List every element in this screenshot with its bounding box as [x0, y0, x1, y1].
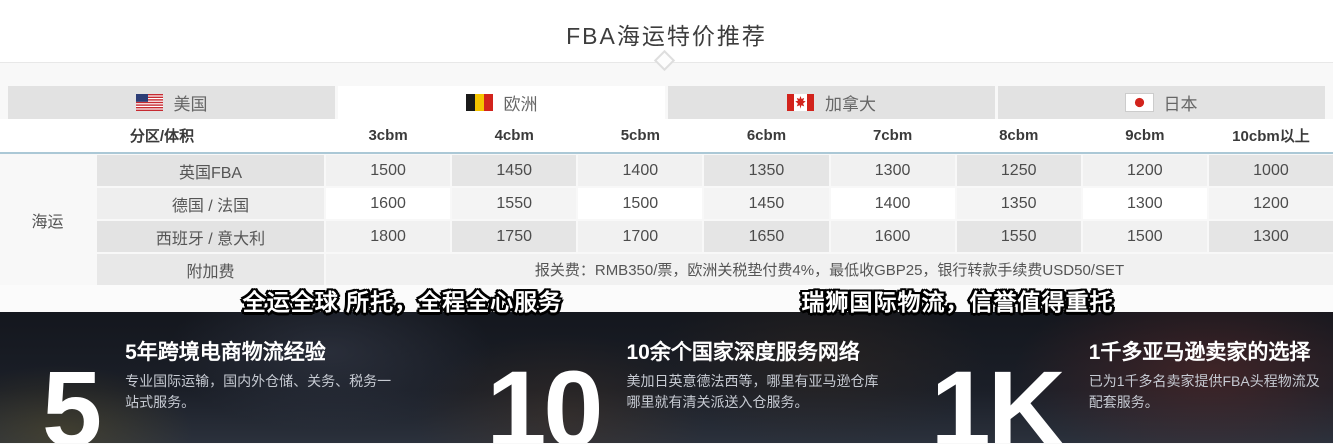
tab-label: 加拿大: [825, 95, 876, 114]
tab-label: 日本: [1163, 95, 1198, 114]
surcharge-label: 附加费: [97, 254, 324, 285]
tab-japan[interactable]: 日本: [998, 86, 1325, 119]
stats-banner: 5 5年跨境电商物流经验 专业国际运输，国内外仓储、关务、税务一站式服务。 10…: [0, 312, 1333, 443]
column-header: 3cbm: [368, 127, 408, 144]
japan-flag-icon: [1124, 93, 1154, 112]
stat-heading: 5年跨境电商物流经验: [125, 341, 326, 364]
header-accent-line: [0, 152, 1333, 154]
column-header: 7cbm: [872, 127, 913, 144]
price-cell: 1300: [1082, 188, 1207, 219]
price-cell: 1600: [830, 221, 955, 252]
price-cell: 1550: [956, 221, 1081, 252]
price-cell: 1600: [326, 188, 451, 219]
tab-label: 美国: [173, 95, 208, 114]
page-title: FBA海运特价推荐: [566, 23, 767, 49]
price-cell: 1700: [578, 221, 703, 252]
usa-flag-icon: [135, 94, 163, 111]
price-cell: 1200: [1082, 155, 1207, 186]
price-cell: 1000: [1208, 155, 1333, 186]
price-cell: 1400: [578, 155, 703, 186]
row-group-label-sea: 海运: [31, 214, 64, 231]
tab-canada[interactable]: 加拿大: [668, 86, 995, 119]
column-header: 8cbm: [999, 127, 1039, 144]
stat-experience: 5 5年跨境电商物流经验 专业国际运输，国内外仓储、关务、税务一站式服务。: [0, 312, 444, 443]
country-tabs: 美国 欧洲 加拿大 日本: [0, 86, 1333, 119]
stat-sellers: 1K 1千多亚马逊卖家的选择 已为1千多名卖家提供FBA头程物流及配套服务。: [889, 312, 1333, 443]
belgium-flag-icon: [465, 94, 493, 111]
slogan-right: 瑞狮国际物流，信誉值得重托: [801, 289, 1114, 315]
stat-heading: 10余个国家深度服务网络: [626, 341, 860, 364]
price-cell: 1550: [452, 188, 577, 219]
price-cell: 1800: [326, 221, 451, 252]
price-cell: 1500: [578, 188, 703, 219]
row-label: 英国FBA: [97, 155, 324, 186]
slogan-strip: 全运全球 所托，全程全心服务 瑞狮国际物流，信誉值得重托: [0, 285, 1333, 315]
stat-description: 已为1千多名卖家提供FBA头程物流及配套服务。: [1088, 373, 1320, 411]
column-header-zone-volume: 分区/体积: [129, 128, 195, 145]
tab-usa[interactable]: 美国: [8, 86, 335, 119]
canada-flag-icon: [787, 94, 814, 111]
slogan-left: 全运全球 所托，全程全心服务: [242, 289, 563, 315]
column-header: 9cbm: [1125, 127, 1165, 144]
price-cell: 1450: [704, 188, 829, 219]
price-cell: 1500: [1082, 221, 1207, 252]
price-cell: 1650: [704, 221, 829, 252]
price-table-body: 海运 英国FBA 1500 1450 1400 1350 1300 1250 1200 1000…: [0, 155, 1333, 285]
column-header: 4cbm: [494, 127, 534, 144]
stat-number: 5: [42, 348, 102, 444]
stat-number: 10: [486, 348, 603, 444]
tab-label: 欧洲: [503, 95, 538, 114]
section-divider: [0, 49, 1333, 72]
stat-number: 1K: [930, 348, 1066, 444]
price-table-header: 分区/体积 3cbm 4cbm 5cbm 6cbm 7cbm 8cbm 9cbm 10cbm以…: [0, 119, 1333, 152]
column-header: 5cbm: [620, 127, 660, 144]
surcharge-text: 报关费：RMB350/票，欧洲关税垫付费4%，最低收GBP25，银行转款手续费U…: [326, 254, 1333, 285]
price-cell: 1750: [452, 221, 577, 252]
column-header: 6cbm: [746, 127, 787, 144]
price-cell: 1250: [956, 155, 1081, 186]
stat-description: 美加日英意德法西等，哪里有亚马逊仓库哪里就有清关派送入仓服务。: [626, 373, 879, 411]
stat-heading: 1千多亚马逊卖家的选择: [1088, 341, 1311, 364]
price-cell: 1500: [326, 155, 451, 186]
row-label: 德国 / 法国: [97, 188, 324, 219]
price-cell: 1300: [1208, 221, 1333, 252]
price-cell: 1350: [956, 188, 1081, 219]
stat-countries: 10 10余个国家深度服务网络 美加日英意德法西等，哪里有亚马逊仓库哪里就有清关…: [444, 312, 888, 443]
stat-description: 专业国际运输，国内外仓储、关务、税务一站式服务。: [125, 373, 392, 411]
price-cell: 1450: [452, 155, 577, 186]
price-cell: 1350: [704, 155, 829, 186]
price-cell: 1400: [830, 188, 955, 219]
row-label: 西班牙 / 意大利: [97, 221, 324, 252]
price-cell: 1300: [830, 155, 955, 186]
tab-europe[interactable]: 欧洲: [338, 86, 665, 119]
column-header: 10cbm以上: [1232, 128, 1310, 145]
price-cell: 1200: [1208, 188, 1333, 219]
